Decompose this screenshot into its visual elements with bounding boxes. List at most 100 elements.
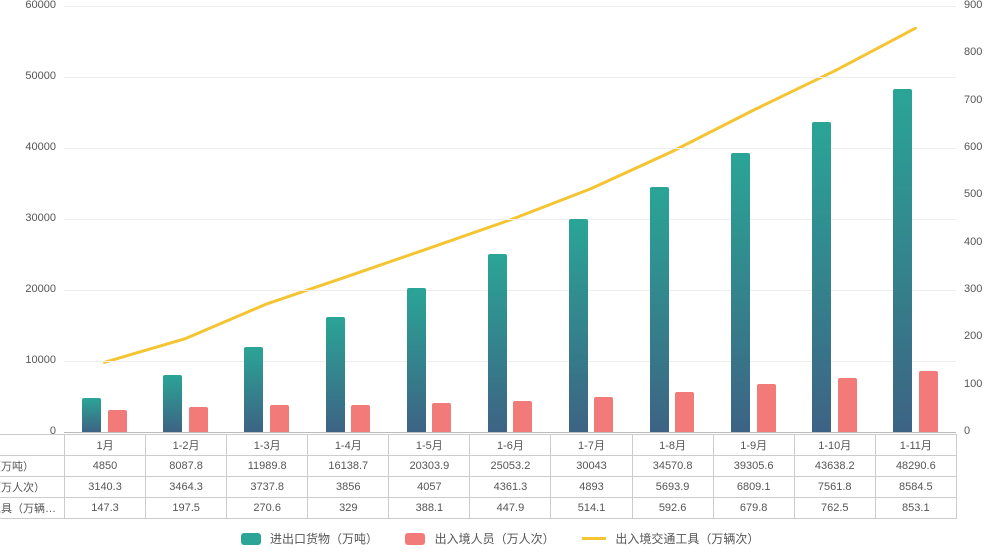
y-right-label: 0 xyxy=(964,425,970,437)
table-cell: 7561.8 xyxy=(794,477,875,498)
table-cell: 4893 xyxy=(551,477,632,498)
legend: 进出口货物（万吨） 出入境人员（万人次） 出入境交通工具（万辆次） xyxy=(0,530,1000,547)
legend-label-vehicles: 出入境交通工具（万辆次） xyxy=(615,532,759,546)
table-cell: 4361.3 xyxy=(470,477,551,498)
legend-label-goods: 进出口货物（万吨） xyxy=(270,532,378,546)
table-col-header: 1-11月 xyxy=(875,435,956,456)
y-right-label: 400 xyxy=(964,236,982,248)
bar-goods xyxy=(82,398,101,432)
vehicles-line xyxy=(105,28,916,362)
bar-people xyxy=(270,405,289,432)
legend-item-people: 出入境人员（万人次） xyxy=(405,530,554,547)
bar-people xyxy=(108,410,127,432)
y-right-label: 500 xyxy=(964,188,982,200)
table-col-header: 1-3月 xyxy=(227,435,308,456)
bar-goods xyxy=(163,375,182,432)
bar-people xyxy=(189,407,208,432)
table-row-header: 进出口货物（万吨） xyxy=(0,456,65,477)
bar-goods xyxy=(812,122,831,432)
y-left-label: 30000 xyxy=(0,212,56,224)
table-cell: 34570.8 xyxy=(632,456,713,477)
table-cell: 8584.5 xyxy=(875,477,956,498)
table-cell: 853.1 xyxy=(875,498,956,519)
bar-goods xyxy=(407,288,426,432)
table-cell: 5693.9 xyxy=(632,477,713,498)
bar-people xyxy=(351,405,370,432)
table-cell: 447.9 xyxy=(470,498,551,519)
legend-label-people: 出入境人员（万人次） xyxy=(435,532,555,546)
y-left-label: 50000 xyxy=(0,70,56,82)
table-row-header: 出入境交通工具（万辆次） xyxy=(0,498,65,519)
plot-area xyxy=(64,6,956,432)
table-cell: 39305.6 xyxy=(713,456,794,477)
bar-goods xyxy=(326,317,345,432)
table-cell: 20303.9 xyxy=(389,456,470,477)
table-cell: 762.5 xyxy=(794,498,875,519)
y-right-label: 900 xyxy=(964,0,982,11)
legend-item-vehicles: 出入境交通工具（万辆次） xyxy=(582,530,759,547)
table-cell: 4057 xyxy=(389,477,470,498)
table-cell: 3464.3 xyxy=(146,477,227,498)
table-cell: 514.1 xyxy=(551,498,632,519)
y-left-label: 20000 xyxy=(0,283,56,295)
legend-swatch-goods xyxy=(241,533,261,545)
table-col-header: 1-4月 xyxy=(308,435,389,456)
y-right-label: 300 xyxy=(964,283,982,295)
table-cell: 270.6 xyxy=(227,498,308,519)
gridline xyxy=(64,77,956,78)
chart-container: 1月1-2月1-3月1-4月1-5月1-6月1-7月1-8月1-9月1-10月1… xyxy=(0,0,1000,553)
table-cell: 4850 xyxy=(65,456,146,477)
legend-swatch-people xyxy=(405,533,425,545)
table-cell: 3856 xyxy=(308,477,389,498)
table-col-header: 1-8月 xyxy=(632,435,713,456)
table-cell: 43638.2 xyxy=(794,456,875,477)
table-cell: 6809.1 xyxy=(713,477,794,498)
bar-people xyxy=(757,384,776,432)
bar-goods xyxy=(650,187,669,432)
y-left-label: 60000 xyxy=(0,0,56,11)
table-cell: 679.8 xyxy=(713,498,794,519)
table-cell: 147.3 xyxy=(65,498,146,519)
bar-goods xyxy=(244,347,263,432)
table-cell: 8087.8 xyxy=(146,456,227,477)
data-table: 1月1-2月1-3月1-4月1-5月1-6月1-7月1-8月1-9月1-10月1… xyxy=(0,434,957,519)
table-cell: 3737.8 xyxy=(227,477,308,498)
table-col-header: 1-5月 xyxy=(389,435,470,456)
y-right-label: 800 xyxy=(964,46,982,58)
table-cell: 16138.7 xyxy=(308,456,389,477)
legend-item-goods: 进出口货物（万吨） xyxy=(241,530,378,547)
bar-goods xyxy=(893,89,912,432)
gridline xyxy=(64,6,956,7)
table-cell: 11989.8 xyxy=(227,456,308,477)
table-col-header: 1-7月 xyxy=(551,435,632,456)
legend-swatch-vehicles xyxy=(582,537,606,540)
table-col-header: 1-2月 xyxy=(146,435,227,456)
y-right-label: 700 xyxy=(964,94,982,106)
table-cell: 197.5 xyxy=(146,498,227,519)
table-cell: 329 xyxy=(308,498,389,519)
bar-people xyxy=(919,371,938,432)
bar-people xyxy=(838,378,857,432)
table-cell: 3140.3 xyxy=(65,477,146,498)
bar-goods xyxy=(731,153,750,432)
table-col-header: 1月 xyxy=(65,435,146,456)
table-corner xyxy=(0,435,65,456)
table-col-header: 1-6月 xyxy=(470,435,551,456)
table-cell: 48290.6 xyxy=(875,456,956,477)
y-left-label: 40000 xyxy=(0,141,56,153)
bar-people xyxy=(513,401,532,432)
y-left-label: 10000 xyxy=(0,354,56,366)
table-cell: 25053.2 xyxy=(470,456,551,477)
table-col-header: 1-10月 xyxy=(794,435,875,456)
table-row-header: 出入境人员（万人次） xyxy=(0,477,65,498)
bar-people xyxy=(594,397,613,432)
table-cell: 592.6 xyxy=(632,498,713,519)
table-cell: 388.1 xyxy=(389,498,470,519)
bar-goods xyxy=(488,254,507,432)
bar-people xyxy=(675,392,694,432)
y-left-label: 0 xyxy=(0,425,56,437)
table-col-header: 1-9月 xyxy=(713,435,794,456)
bar-people xyxy=(432,403,451,432)
y-right-label: 200 xyxy=(964,330,982,342)
gridline xyxy=(64,432,956,433)
